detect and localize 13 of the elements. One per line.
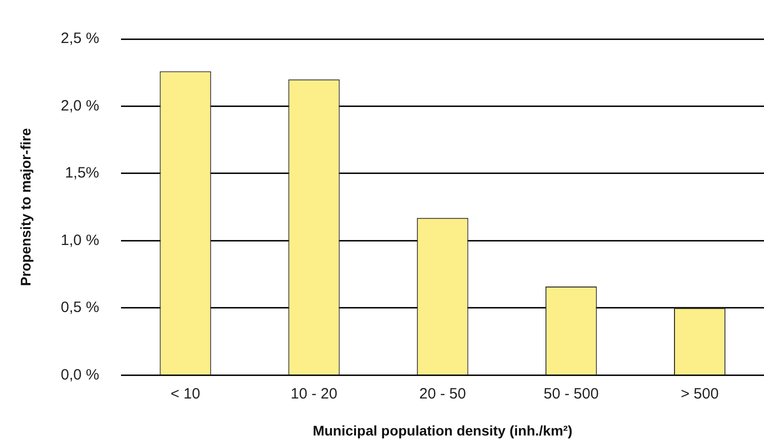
y-tick-label: 1,0 % xyxy=(60,232,100,249)
y-tick-label: 0,5 % xyxy=(60,299,100,316)
x-axis-title: Municipal population density (inh./km²) xyxy=(312,422,572,438)
x-tick-label: 20 - 50 xyxy=(419,385,466,402)
x-tick-label: 10 - 20 xyxy=(290,385,338,402)
x-tick-label: < 10 xyxy=(170,385,200,402)
y-axis-title: Propensity to major-fire xyxy=(17,128,34,286)
y-tick-label: 1,5% xyxy=(64,164,100,182)
y-tick-label: 2,5 % xyxy=(60,30,100,48)
y-tick-label: 2,0 % xyxy=(60,97,100,114)
y-tick-label: 0,0 % xyxy=(60,366,100,384)
x-tick-label: > 500 xyxy=(680,385,719,402)
x-tick-label: 50 - 500 xyxy=(544,385,599,402)
